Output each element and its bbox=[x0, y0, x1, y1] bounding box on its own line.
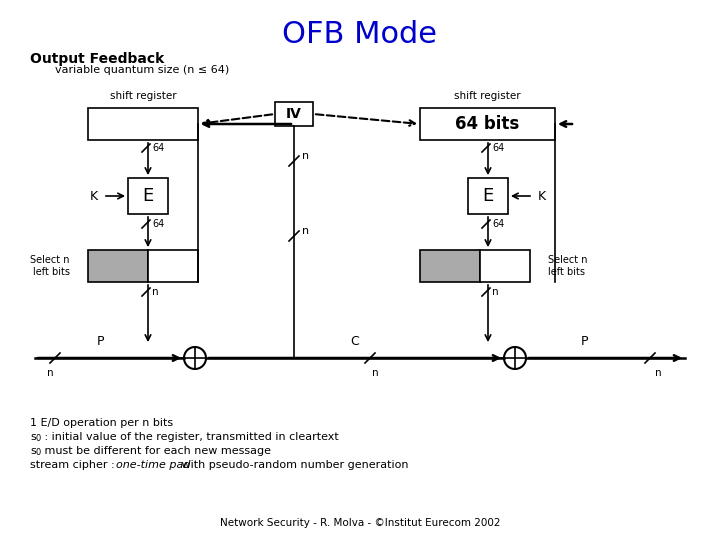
Bar bbox=[468, 178, 508, 214]
Text: P: P bbox=[581, 335, 589, 348]
Text: shift register: shift register bbox=[454, 91, 521, 101]
Text: one-time pad: one-time pad bbox=[116, 460, 191, 470]
Text: stream cipher :: stream cipher : bbox=[30, 460, 118, 470]
Text: E: E bbox=[143, 187, 153, 205]
Text: 1 E/D operation per n bits: 1 E/D operation per n bits bbox=[30, 418, 173, 428]
Bar bbox=[128, 178, 168, 214]
Text: Network Security - R. Molva - ©Institut Eurecom 2002: Network Security - R. Molva - ©Institut … bbox=[220, 518, 500, 528]
Text: n: n bbox=[47, 368, 53, 378]
Bar bbox=[88, 250, 148, 282]
Text: Select n
left bits: Select n left bits bbox=[548, 255, 588, 277]
Text: K: K bbox=[538, 190, 546, 202]
Bar bbox=[148, 250, 198, 282]
Text: E: E bbox=[482, 187, 494, 205]
Bar bbox=[420, 250, 480, 282]
Text: 64 bits: 64 bits bbox=[455, 115, 519, 133]
Text: s: s bbox=[30, 446, 36, 456]
Text: n: n bbox=[654, 368, 661, 378]
Text: n: n bbox=[372, 368, 378, 378]
Bar bbox=[420, 108, 555, 140]
Text: OFB Mode: OFB Mode bbox=[282, 20, 438, 49]
Text: shift register: shift register bbox=[109, 91, 176, 101]
Text: n: n bbox=[302, 226, 309, 236]
Bar bbox=[275, 102, 313, 126]
Text: K: K bbox=[90, 190, 98, 202]
Text: Select n
left bits: Select n left bits bbox=[30, 255, 70, 277]
Text: variable quantum size (n ≤ 64): variable quantum size (n ≤ 64) bbox=[55, 65, 229, 75]
Text: 64: 64 bbox=[492, 143, 504, 153]
Text: n: n bbox=[302, 151, 309, 161]
Bar bbox=[88, 108, 198, 140]
Text: must be different for each new message: must be different for each new message bbox=[41, 446, 271, 456]
Text: n: n bbox=[492, 287, 499, 297]
Text: C: C bbox=[351, 335, 359, 348]
Text: P: P bbox=[96, 335, 104, 348]
Text: IV: IV bbox=[286, 107, 302, 121]
Text: 64: 64 bbox=[152, 143, 164, 153]
Text: 64: 64 bbox=[492, 219, 504, 229]
Text: 0: 0 bbox=[36, 448, 41, 457]
Text: Output Feedback: Output Feedback bbox=[30, 52, 164, 66]
Text: s: s bbox=[30, 432, 36, 442]
Bar bbox=[480, 250, 530, 282]
Text: 64: 64 bbox=[152, 219, 164, 229]
Text: with pseudo-random number generation: with pseudo-random number generation bbox=[178, 460, 408, 470]
Text: 0: 0 bbox=[36, 434, 41, 443]
Text: n: n bbox=[152, 287, 158, 297]
Text: : initial value of the register, transmitted in cleartext: : initial value of the register, transmi… bbox=[41, 432, 338, 442]
